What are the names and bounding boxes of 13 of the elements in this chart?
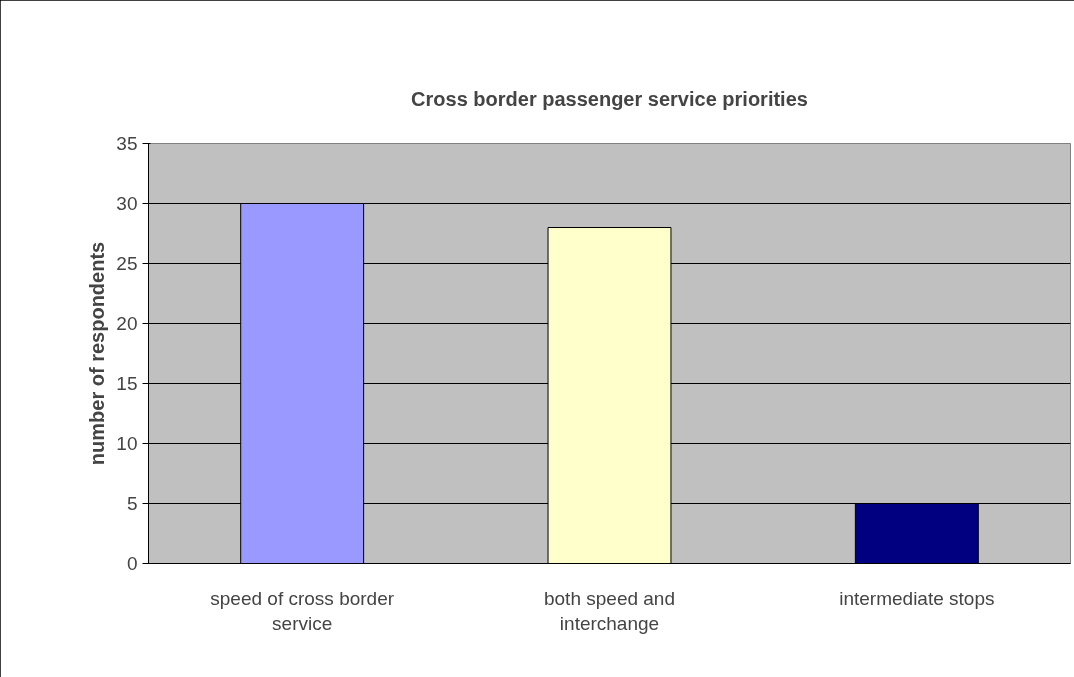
y-tick-label: 35 <box>116 133 138 154</box>
x-tick-label: speed of cross border service <box>210 587 395 634</box>
y-tick-label: 5 <box>126 493 138 514</box>
y-tick-label: 0 <box>126 553 138 574</box>
y-tick-label: 15 <box>116 373 138 394</box>
chart-title: Cross border passenger service priorities <box>411 87 808 110</box>
y-tick-label: 30 <box>116 193 138 214</box>
y-tick-label: 10 <box>116 433 138 454</box>
y-axis-title: number of respondents <box>86 241 109 466</box>
y-tick-label: 25 <box>116 253 138 274</box>
y-tick-label: 20 <box>116 313 138 334</box>
x-tick-label: both speed and interchange <box>544 587 676 634</box>
x-tick-label: intermediate stops <box>839 587 995 609</box>
